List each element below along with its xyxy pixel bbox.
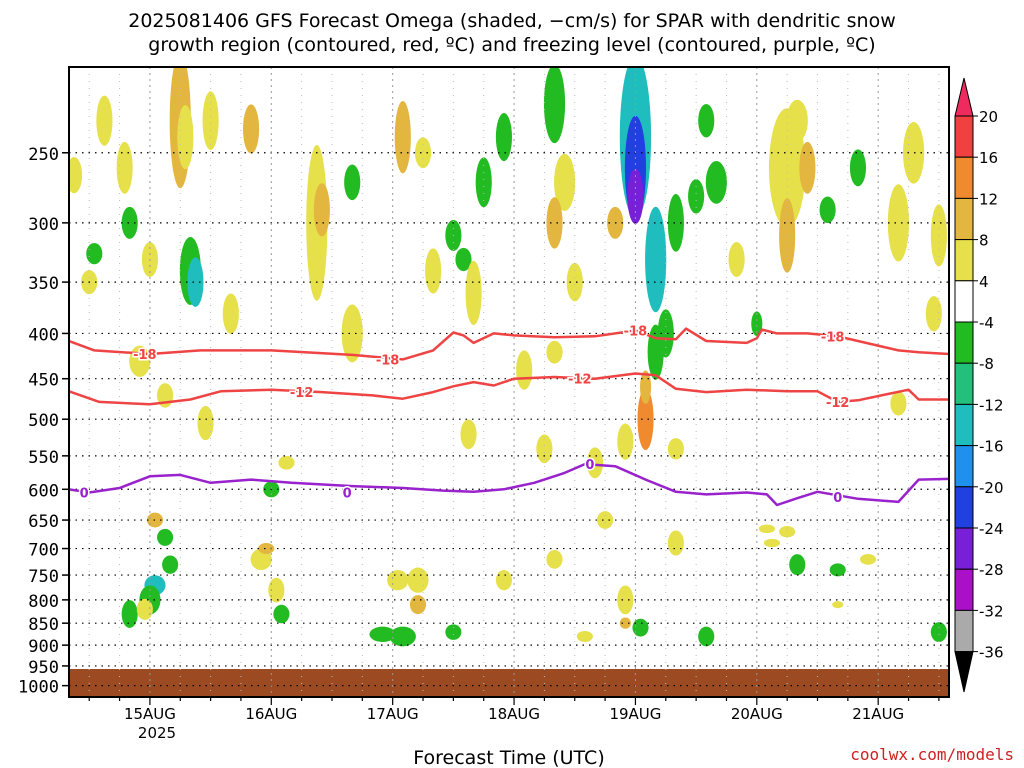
colorbar-label: -20 bbox=[979, 479, 1004, 497]
colorbar-label: -16 bbox=[979, 438, 1004, 456]
contour-label--12: -12 bbox=[568, 373, 592, 388]
colorbar-label: -8 bbox=[979, 355, 994, 373]
colorbar-segment bbox=[954, 280, 974, 323]
time-axis: 15AUG 16AUG 17AUG 18AUG 19AUG 20AUG 21AUG bbox=[88, 697, 940, 723]
contour-label-0: 0 bbox=[80, 486, 89, 501]
colorbar-segment bbox=[954, 568, 974, 611]
y-tick-label-650: 650 bbox=[28, 512, 59, 532]
x-tick-label-19AUG: 19AUG bbox=[609, 705, 661, 723]
colorbar-segment bbox=[954, 321, 974, 364]
y-tick-label-900: 900 bbox=[28, 637, 59, 657]
omega-shading bbox=[69, 67, 947, 647]
chart-title-line-1: 2025081406 GFS Forecast Omega (shaded, −… bbox=[128, 10, 896, 32]
colorbar-segment bbox=[954, 115, 974, 158]
colorbar-label: -12 bbox=[979, 396, 1004, 414]
y-tick-label-350: 350 bbox=[28, 274, 59, 294]
colorbar-label: 20 bbox=[979, 108, 998, 126]
contour-label--18: -18 bbox=[821, 330, 845, 345]
contour-line--18 bbox=[69, 327, 949, 361]
colorbar: 20 16 12 8 4 -4 -8 -12 -16 -20 -24 -28 -32 -36 bbox=[954, 77, 1004, 693]
colorbar-label: 4 bbox=[979, 273, 989, 291]
x-tick-label-18AUG: 18AUG bbox=[488, 705, 540, 723]
plot-frame bbox=[68, 66, 950, 698]
contour-label--18: -18 bbox=[376, 353, 400, 368]
temperature-contours: -18 -18 -18 -18 -12 -12 -12 0 0 0 0 bbox=[69, 323, 949, 507]
colorbar-segment bbox=[954, 362, 974, 405]
y-tick-label-700: 700 bbox=[28, 541, 59, 561]
colorbar-segment bbox=[954, 445, 974, 488]
contour-label--12: -12 bbox=[290, 386, 314, 401]
y-tick-label-450: 450 bbox=[28, 371, 59, 391]
contour-label--12: -12 bbox=[826, 396, 850, 411]
colorbar-label: -36 bbox=[979, 644, 1004, 662]
y-tick-label-550: 550 bbox=[28, 448, 59, 468]
pressure-time-grid bbox=[69, 67, 949, 697]
contour-label--18: -18 bbox=[624, 325, 648, 340]
colorbar-segment bbox=[954, 156, 974, 199]
x-tick-label-20AUG: 20AUG bbox=[731, 705, 783, 723]
x-tick-label-21AUG: 21AUG bbox=[852, 705, 904, 723]
colorbar-segment bbox=[954, 239, 974, 282]
x-tick-label-15AUG: 15AUG bbox=[124, 705, 176, 723]
credit-text: coolwx.com/models bbox=[850, 745, 1014, 764]
colorbar-label: -28 bbox=[979, 561, 1004, 579]
chart-title-line-2: growth region (contoured, red, ºC) and f… bbox=[148, 34, 875, 56]
y-tick-label-750: 750 bbox=[28, 567, 59, 587]
y-tick-label-850: 850 bbox=[28, 615, 59, 635]
y-tick-label-250: 250 bbox=[28, 145, 59, 165]
colorbar-label: 12 bbox=[979, 190, 998, 208]
contour-label-0: 0 bbox=[833, 491, 842, 506]
ground-surface bbox=[69, 669, 949, 697]
x-tick-label-17AUG: 17AUG bbox=[367, 705, 419, 723]
year-label: 2025 bbox=[138, 724, 176, 742]
colorbar-min-arrow bbox=[954, 651, 974, 693]
colorbar-segment bbox=[954, 486, 974, 529]
colorbar-segment bbox=[954, 609, 974, 653]
colorbar-label: -4 bbox=[979, 314, 994, 332]
y-tick-label-300: 300 bbox=[28, 215, 59, 235]
y-tick-label-1000: 1000 bbox=[18, 678, 59, 698]
y-tick-label-950: 950 bbox=[28, 658, 59, 678]
contour-line-0 bbox=[69, 462, 949, 507]
contour-label--18: -18 bbox=[133, 348, 157, 363]
x-axis-title: Forecast Time (UTC) bbox=[413, 747, 604, 768]
colorbar-segment bbox=[954, 197, 974, 241]
colorbar-segment bbox=[954, 403, 974, 447]
y-tick-label-600: 600 bbox=[28, 481, 59, 501]
contour-label-0: 0 bbox=[343, 486, 352, 501]
x-tick-label-16AUG: 16AUG bbox=[245, 705, 297, 723]
y-tick-label-400: 400 bbox=[28, 325, 59, 345]
colorbar-label: 8 bbox=[979, 232, 989, 250]
plot-background bbox=[69, 67, 949, 697]
colorbar-label: -32 bbox=[979, 602, 1004, 620]
contour-line--12 bbox=[69, 372, 949, 406]
colorbar-max-arrow bbox=[954, 77, 974, 117]
pressure-axis: 2503003504004505005506006507007508008509… bbox=[18, 145, 69, 698]
y-tick-label-800: 800 bbox=[28, 592, 59, 612]
colorbar-label: -24 bbox=[979, 520, 1004, 538]
colorbar-segment bbox=[954, 527, 974, 570]
contour-label-0: 0 bbox=[585, 458, 594, 473]
colorbar-label: 16 bbox=[979, 149, 998, 167]
y-tick-label-500: 500 bbox=[28, 411, 59, 431]
